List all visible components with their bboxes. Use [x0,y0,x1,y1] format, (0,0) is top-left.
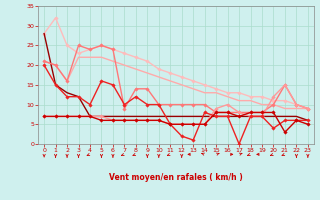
X-axis label: Vent moyen/en rafales ( km/h ): Vent moyen/en rafales ( km/h ) [109,173,243,182]
